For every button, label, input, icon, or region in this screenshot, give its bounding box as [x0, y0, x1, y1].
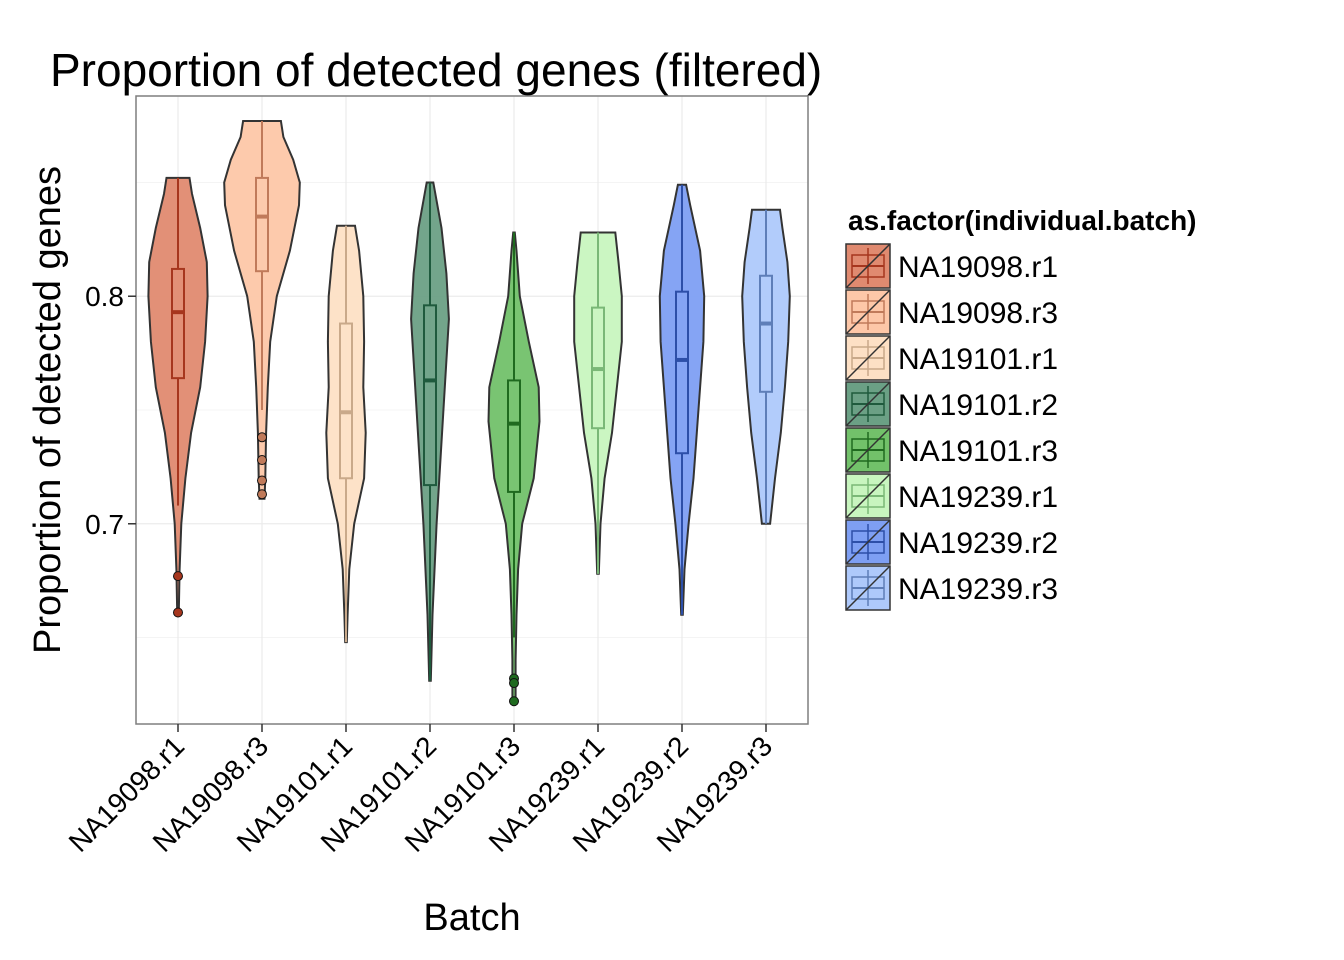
violin-group	[325, 224, 367, 644]
legend-item: NA19098.r1	[845, 243, 1058, 289]
violin-shape	[325, 224, 367, 644]
legend-label: NA19239.r3	[898, 573, 1058, 606]
violin-group	[573, 231, 623, 575]
legend-key-slash	[845, 519, 891, 565]
violin-group	[147, 176, 209, 618]
violin-group	[487, 231, 541, 707]
box	[507, 379, 521, 493]
legend-item: NA19239.r2	[845, 519, 1058, 565]
legend-label: NA19101.r2	[898, 389, 1058, 422]
legend-key-slash	[845, 289, 891, 335]
box	[255, 176, 269, 273]
legend-label: NA19239.r2	[898, 527, 1058, 560]
legend-item: NA19101.r1	[845, 335, 1058, 381]
violin-group	[223, 120, 301, 500]
violin-shape	[741, 208, 791, 525]
outlier-point	[173, 607, 183, 618]
legend-key-slash	[845, 473, 891, 519]
outlier-point	[257, 475, 267, 486]
x-axis-title: Batch	[423, 897, 520, 939]
legend-item: NA19239.r3	[845, 565, 1058, 611]
legend-key-slash	[845, 565, 891, 611]
legend-label: NA19239.r1	[898, 481, 1058, 514]
legend-item: NA19098.r3	[845, 289, 1058, 335]
legend-key-slash	[845, 243, 891, 289]
legend-title: as.factor(individual.batch)	[848, 205, 1197, 236]
legend-label: NA19101.r3	[898, 435, 1058, 468]
violins	[147, 120, 791, 707]
y-tick-label: 0.8	[85, 281, 124, 312]
box	[423, 304, 437, 487]
legend-item: NA19239.r1	[845, 473, 1058, 519]
violin-shape	[487, 231, 541, 703]
legend-label: NA19098.r3	[898, 297, 1058, 330]
legend-key-slash	[845, 427, 891, 473]
y-tick-label: 0.7	[85, 509, 124, 540]
violin-shape	[658, 183, 706, 616]
y-axis-title: Proportion of detected genes	[27, 166, 69, 654]
violin-group	[741, 208, 791, 525]
box	[339, 322, 353, 480]
outlier-point	[509, 696, 519, 707]
outlier-point	[257, 489, 267, 500]
outlier-point	[257, 432, 267, 443]
plot-panel-border	[135, 95, 809, 725]
box	[675, 290, 689, 455]
legend-label: NA19098.r1	[898, 251, 1058, 284]
violin-shape	[410, 181, 450, 682]
outlier-point	[257, 455, 267, 466]
legend-item: NA19101.r2	[845, 381, 1058, 427]
legend-item: NA19101.r3	[845, 427, 1058, 473]
violin-group	[658, 183, 706, 616]
outlier-point	[509, 678, 519, 689]
legend-key-slash	[845, 381, 891, 427]
box	[171, 267, 185, 380]
box	[759, 274, 773, 393]
legend-label: NA19101.r1	[898, 343, 1058, 376]
legend-key-slash	[845, 335, 891, 381]
outlier-point	[173, 571, 183, 582]
chart-title: Proportion of detected genes (filtered)	[50, 44, 822, 96]
violin-shape	[573, 231, 623, 575]
legend: as.factor(individual.batch) NA19098.r1 NA…	[845, 205, 1197, 611]
violin-group	[410, 181, 450, 682]
